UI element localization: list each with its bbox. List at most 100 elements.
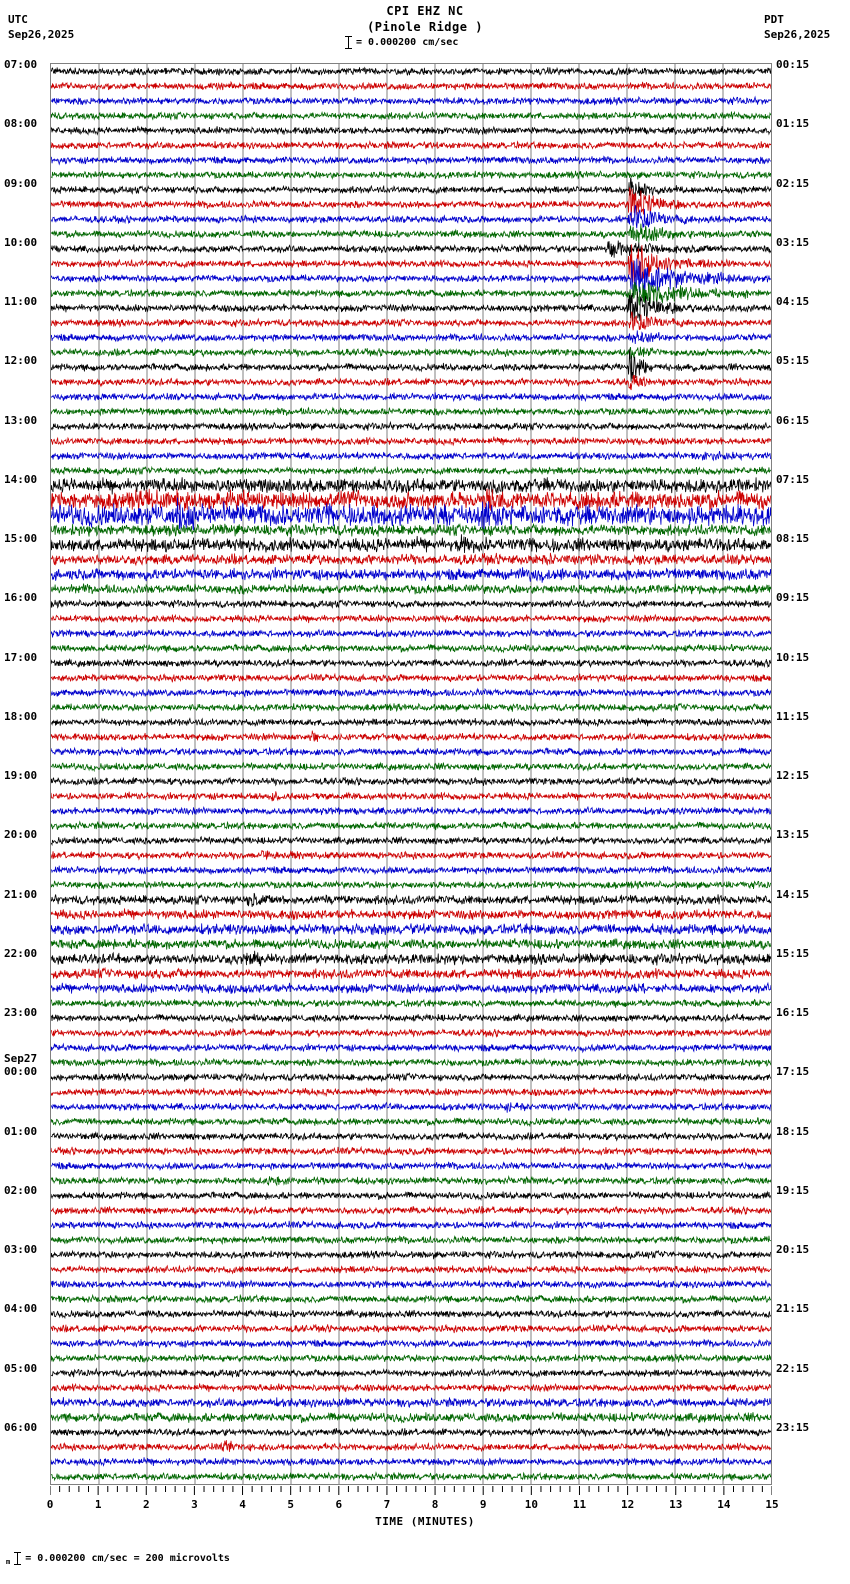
time-axis-ticks: [50, 1486, 772, 1495]
trace-row: [51, 1264, 771, 1275]
day-rollover-label: Sep27: [4, 1052, 38, 1066]
trace-row: [51, 672, 771, 684]
utc-hour-label: 06:00: [4, 1420, 38, 1434]
utc-hour-label: 15:00: [4, 532, 38, 545]
utc-hour-label: 14:00: [4, 472, 38, 486]
trace-row: [51, 1116, 771, 1128]
trace-row: [51, 552, 771, 567]
trace-row: [51, 1396, 771, 1409]
pdt-hour-label: 15:15: [776, 946, 810, 960]
pdt-hour-label: 14:15: [776, 887, 810, 901]
utc-corner-block: UTC Sep26,2025: [8, 12, 74, 42]
time-axis-title: TIME (MINUTES): [375, 1515, 475, 1528]
trace-row: [51, 450, 771, 462]
utc-hour-label: 21:00: [4, 887, 38, 901]
trace-row: [51, 1367, 771, 1379]
trace-row: [51, 1293, 771, 1305]
trace-row: [51, 1175, 771, 1187]
trace-row: [51, 702, 771, 713]
trace-row: [51, 346, 771, 360]
utc-hour-label: 18:00: [4, 709, 38, 723]
trace-row: [51, 1338, 771, 1349]
trace-row: [51, 567, 771, 583]
trace-row: [51, 1308, 771, 1320]
trace-row: [51, 1440, 771, 1453]
utc-hour-label: 04:00: [4, 1302, 38, 1316]
pdt-hour-label: 23:15: [776, 1420, 810, 1434]
trace-row: [51, 187, 771, 221]
pdt-hour-label: 01:15: [776, 117, 810, 131]
station-name: (Pinole Ridge ): [367, 20, 483, 34]
station-title: CPI EHZ NC: [386, 4, 464, 18]
trace-row: [51, 879, 771, 890]
trace-row: [51, 1382, 771, 1393]
pdt-hour-label: 16:15: [776, 1006, 810, 1019]
trace-row: [51, 240, 771, 258]
seismogram-traces: [51, 66, 771, 1482]
trace-row: [51, 1249, 771, 1261]
time-axis-tick-label: 2: [142, 1498, 150, 1511]
utc-hour-label: 02:00: [4, 1183, 38, 1197]
trace-row: [51, 805, 771, 816]
trace-row: [51, 488, 771, 512]
pdt-hour-label: 04:15: [776, 295, 810, 308]
trace-row: [51, 420, 771, 432]
trace-row: [51, 1072, 771, 1083]
time-axis-tick-label: 12: [620, 1498, 635, 1511]
trace-row: [51, 223, 771, 243]
pdt-zone-label: PDT: [764, 13, 784, 26]
utc-hour-label: 10:00: [4, 235, 38, 249]
trace-row: [51, 1161, 771, 1172]
trace-row: [51, 465, 771, 477]
utc-hour-label: 07:00: [4, 58, 38, 71]
trace-row: [51, 349, 771, 382]
trace-row: [51, 1219, 771, 1231]
pdt-hour-label: 17:15: [776, 1065, 810, 1079]
trace-row: [51, 820, 771, 831]
trace-row: [51, 950, 771, 967]
trace-row: [51, 1353, 771, 1364]
trace-row: [51, 997, 771, 1009]
pdt-hour-label: 19:15: [776, 1183, 810, 1197]
time-axis-tick-label: 5: [287, 1498, 294, 1511]
trace-row: [51, 730, 771, 742]
footer-scale-legend: m = 0.000200 cm/sec = 200 microvolts: [6, 1552, 230, 1566]
utc-hour-label: 13:00: [4, 413, 38, 427]
time-axis-tick-label: 14: [717, 1498, 731, 1511]
trace-row: [51, 140, 771, 151]
trace-row: [51, 80, 771, 92]
trace-row: [51, 291, 771, 322]
trace-row: [51, 497, 771, 534]
trace-row: [51, 169, 771, 180]
pdt-hour-label: 12:15: [776, 769, 810, 782]
trace-row: [51, 613, 771, 624]
trace-row: [51, 865, 771, 876]
trace-row: [51, 204, 771, 229]
footer-scale-text: = 0.000200 cm/sec = 200 microvolts: [25, 1553, 230, 1564]
pdt-hour-label: 02:15: [776, 176, 810, 190]
utc-hour-label: 22:00: [4, 946, 38, 960]
trace-row: [51, 687, 771, 699]
pdt-hour-label: 08:15: [776, 532, 810, 545]
trace-row: [51, 923, 771, 936]
trace-row: [51, 477, 771, 495]
utc-hour-label: 09:00: [4, 176, 38, 190]
utc-zone-label: UTC: [8, 13, 28, 26]
trace-row: [51, 281, 771, 306]
footer-mm-label: m: [6, 1557, 11, 1566]
trace-row: [51, 406, 771, 417]
pdt-hour-label: 13:15: [776, 828, 810, 842]
utc-hour-label: 08:00: [4, 117, 38, 131]
trace-row: [51, 1131, 771, 1142]
trace-row: [51, 522, 771, 537]
trace-row: [51, 791, 771, 802]
time-axis-tick-label: 6: [335, 1498, 343, 1511]
utc-hour-label: 03:00: [4, 1243, 38, 1256]
trace-row: [51, 1323, 771, 1334]
helicorder-plot[interactable]: [50, 63, 772, 1485]
trace-row: [51, 776, 771, 787]
trace-row: [51, 966, 771, 980]
trace-row: [51, 1101, 771, 1113]
trace-row: [51, 937, 771, 951]
trace-row: [51, 155, 771, 166]
